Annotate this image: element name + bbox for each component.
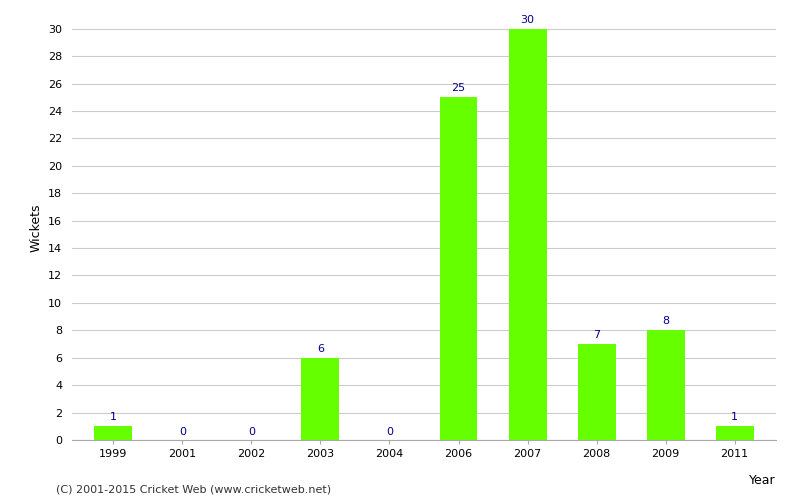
Text: 6: 6 — [317, 344, 324, 353]
Text: 25: 25 — [451, 83, 466, 93]
Text: 1: 1 — [731, 412, 738, 422]
Text: Year: Year — [750, 474, 776, 487]
Bar — [94, 426, 132, 440]
Bar — [302, 358, 339, 440]
Text: 30: 30 — [521, 14, 534, 24]
Text: 1: 1 — [110, 412, 117, 422]
Text: 7: 7 — [593, 330, 600, 340]
Bar — [646, 330, 685, 440]
Text: 0: 0 — [386, 428, 393, 438]
Text: 0: 0 — [179, 428, 186, 438]
Y-axis label: Wickets: Wickets — [30, 203, 42, 252]
Text: (C) 2001-2015 Cricket Web (www.cricketweb.net): (C) 2001-2015 Cricket Web (www.cricketwe… — [56, 485, 331, 495]
Bar — [439, 98, 478, 440]
Text: 0: 0 — [248, 428, 255, 438]
Bar — [578, 344, 615, 440]
Text: 8: 8 — [662, 316, 669, 326]
Bar — [509, 28, 546, 440]
Bar — [716, 426, 754, 440]
